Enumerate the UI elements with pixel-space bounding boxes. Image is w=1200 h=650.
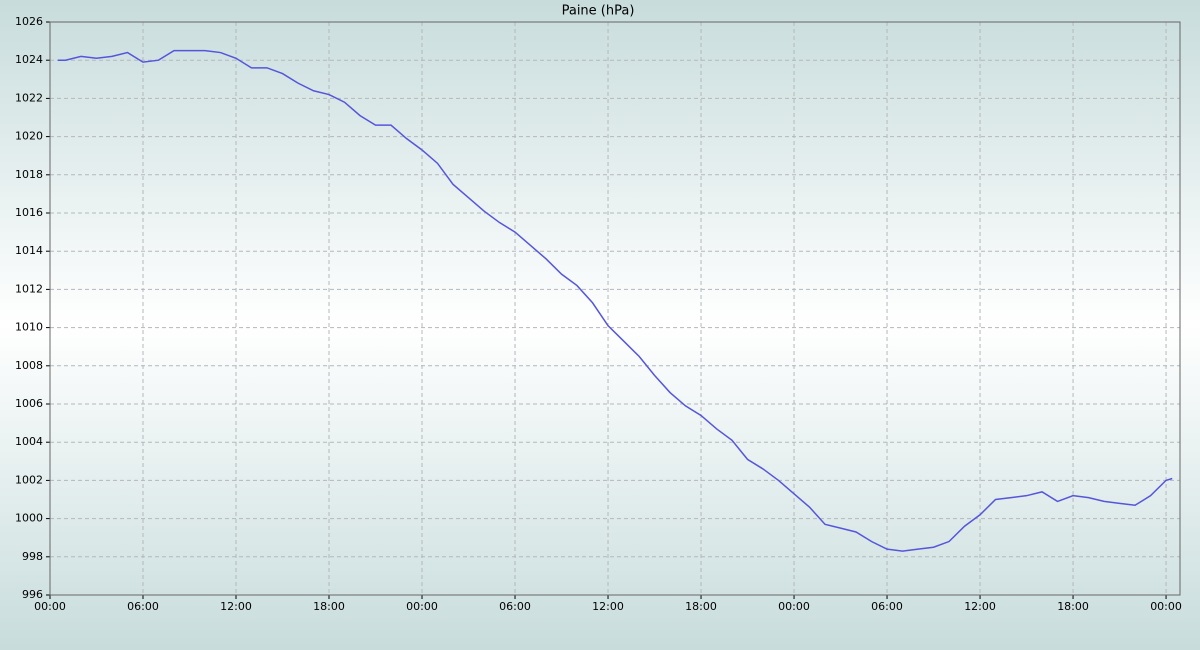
y-tick-label: 1020 — [15, 130, 43, 143]
x-tick-label: 12:00 — [964, 600, 996, 613]
x-tick-label: 00:00 — [778, 600, 810, 613]
x-tick-label: 00:00 — [34, 600, 66, 613]
x-tick-label: 06:00 — [499, 600, 531, 613]
x-tick-label: 06:00 — [871, 600, 903, 613]
x-tick-label: 06:00 — [127, 600, 159, 613]
y-tick-label: 1004 — [15, 435, 43, 448]
y-tick-label: 1010 — [15, 321, 43, 334]
y-tick-label: 1012 — [15, 282, 43, 295]
plot-frame — [49, 21, 1181, 596]
x-tick-label: 18:00 — [1057, 600, 1089, 613]
y-tick-label: 1002 — [15, 473, 43, 486]
y-tick-label: 1000 — [15, 512, 43, 525]
x-tick-label: 18:00 — [685, 600, 717, 613]
y-tick-label: 1014 — [15, 244, 43, 257]
x-tick-label: 12:00 — [592, 600, 624, 613]
y-tick-label: 1006 — [15, 397, 43, 410]
y-tick-label: 1016 — [15, 206, 43, 219]
chart-title: Paine (hPa) — [562, 4, 635, 19]
line — [57, 49, 1173, 552]
x-tick-label: 00:00 — [1150, 600, 1182, 613]
x-tick-label: 18:00 — [313, 600, 345, 613]
y-tick-label: 1026 — [15, 15, 43, 28]
y-tick-label: 1022 — [15, 91, 43, 104]
y-tick-label: 998 — [22, 550, 43, 563]
y-tick-label: 1008 — [15, 359, 43, 372]
y-tick-label: 1024 — [15, 53, 43, 66]
y-tick-label: 996 — [22, 588, 43, 601]
y-tick-label: 1018 — [15, 168, 43, 181]
x-tick-label: 00:00 — [406, 600, 438, 613]
x-tick-label: 12:00 — [220, 600, 252, 613]
